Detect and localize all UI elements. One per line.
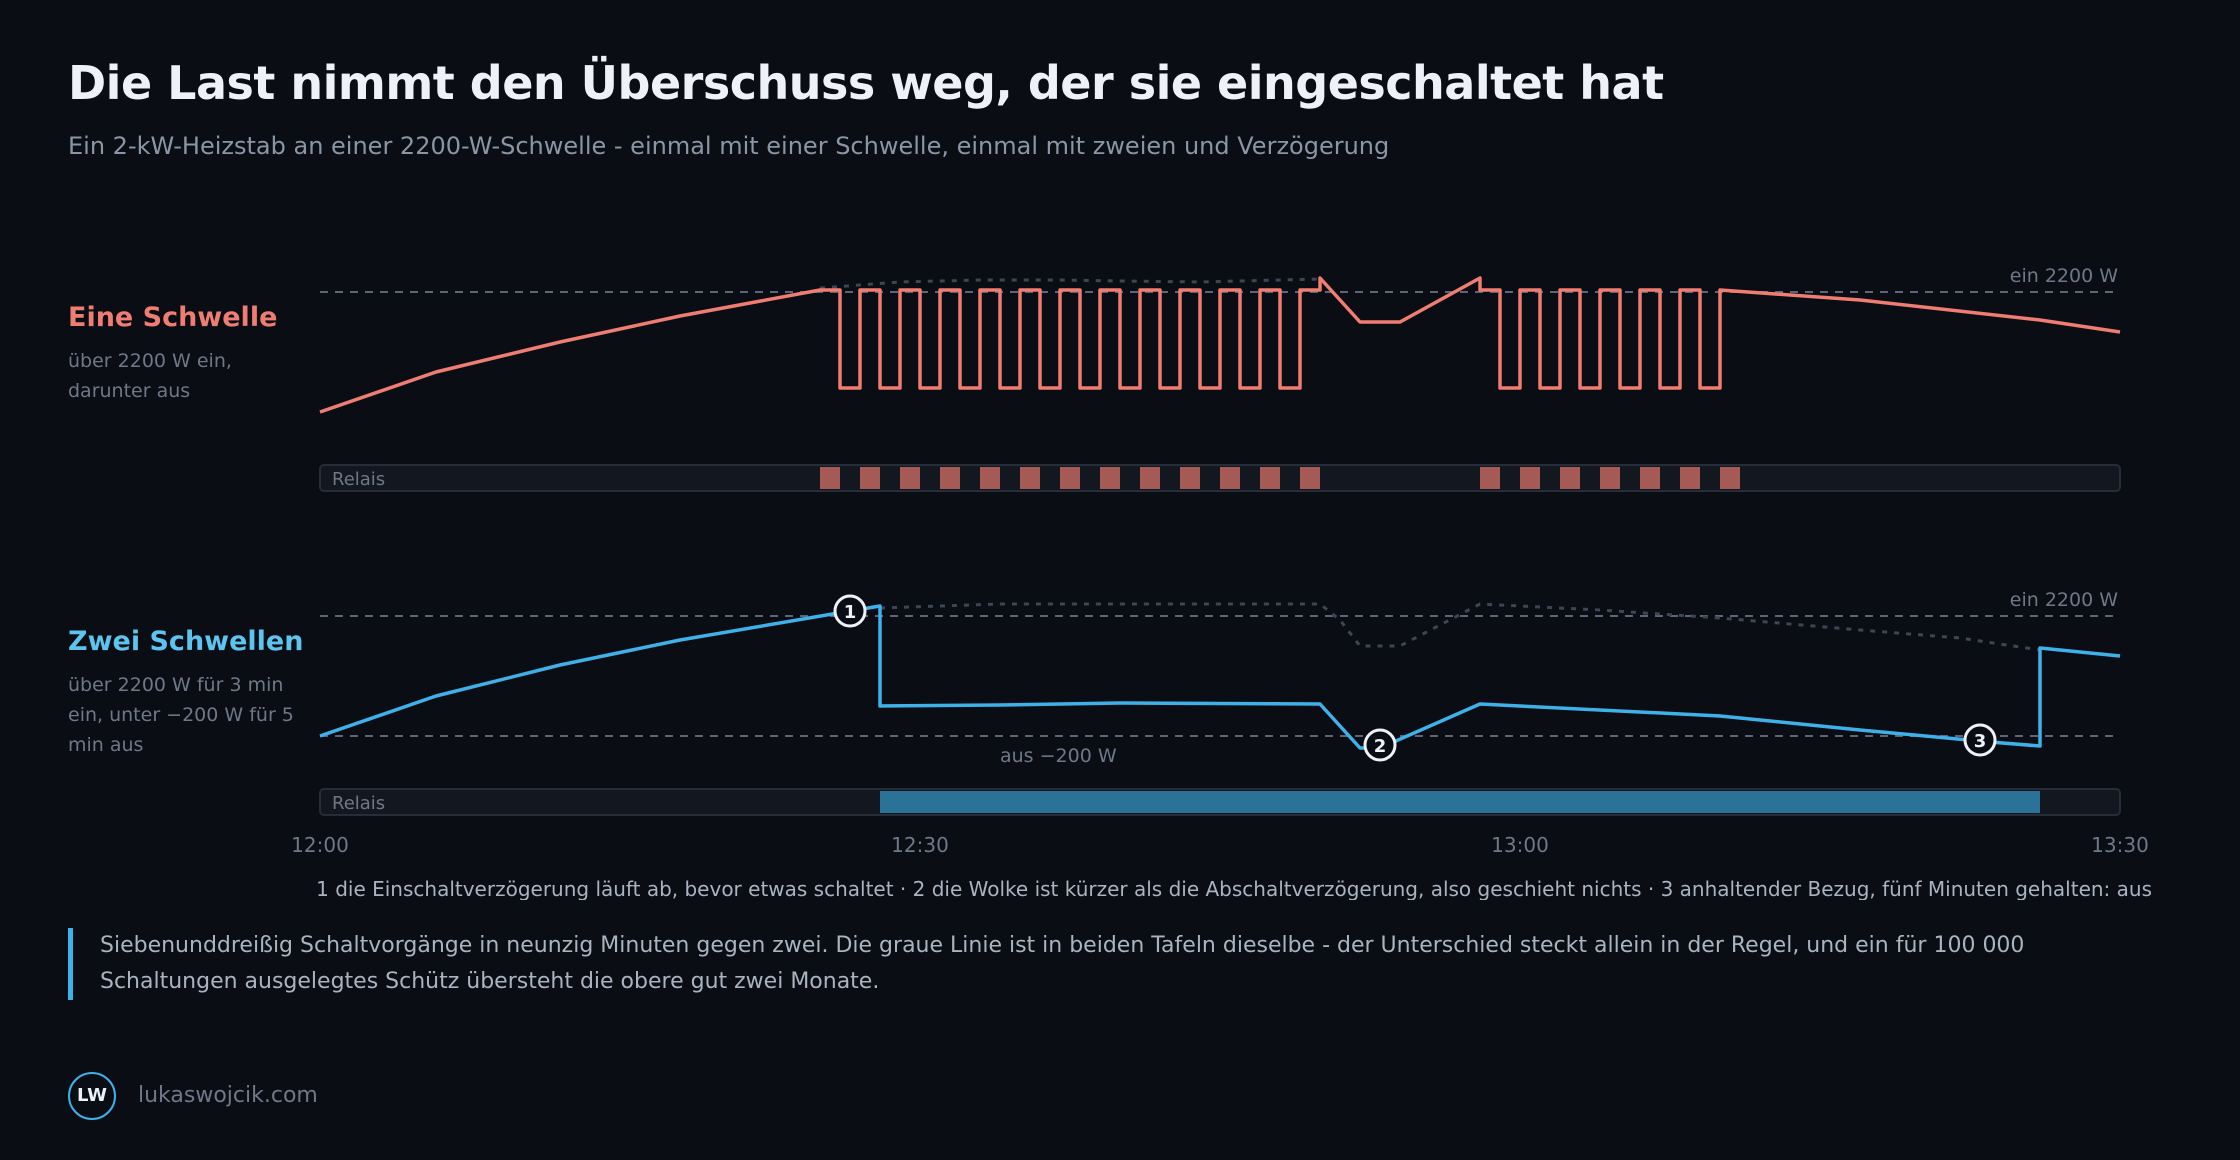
page-title: Die Last nimmt den Überschuss weg, der s… <box>68 56 1664 110</box>
panel-desc-one-threshold: über 2200 W ein, darunter aus <box>68 350 232 402</box>
annotation-marker <box>1363 728 1397 762</box>
annotation-number: 2 <box>1374 736 1387 757</box>
relay-on-bar <box>1680 467 1700 489</box>
relay-on-bar <box>1520 467 1540 489</box>
load-line-one-threshold <box>319 276 2121 414</box>
x-tick-label: 13:00 <box>1491 833 1549 857</box>
relay-on-bar <box>940 467 960 489</box>
annotations: 1 2 3 <box>833 594 1997 762</box>
relay-on-bar <box>1060 467 1080 489</box>
relay-on-bar <box>820 467 840 489</box>
relay-on-bar <box>1100 467 1120 489</box>
annotation-marker <box>833 594 867 628</box>
x-axis: 12:00 12:30 13:00 13:30 <box>291 833 2149 857</box>
relay-bars-2 <box>880 791 2040 813</box>
relay-on-bar <box>1140 467 1160 489</box>
page-subtitle: Ein 2-kW-Heizstab an einer 2200-W-Schwel… <box>68 132 1390 160</box>
panel-two-thresholds: ein 2200 W aus −200 W Relais 1 2 3 <box>319 589 2121 816</box>
panel-label-one-threshold: Eine Schwelle <box>68 302 278 333</box>
panel-one-threshold: ein 2200 W Relais <box>319 265 2121 492</box>
surplus-grey-line-2 <box>879 602 2041 652</box>
surplus-grey-line-1 <box>819 277 1321 290</box>
threshold-on-label-2: ein 2200 W <box>2010 589 2118 611</box>
chart: ein 2200 W Relais ein 2200 W aus −200 W … <box>291 265 2152 900</box>
relay-on-bar <box>1020 467 1040 489</box>
relay-on-bar <box>1180 467 1200 489</box>
relay-on-bar <box>1640 467 1660 489</box>
relay-on-bar <box>980 467 1000 489</box>
relay-on-bar <box>1560 467 1580 489</box>
relay-label-1: Relais <box>332 469 385 490</box>
annotation-marker <box>1963 723 1997 757</box>
relay-on-bar <box>1600 467 1620 489</box>
relay-on-bar <box>880 791 2040 813</box>
note-callout: Siebenunddreißig Schaltvorgänge in neunz… <box>68 928 2148 1000</box>
x-tick-label: 13:30 <box>2091 833 2149 857</box>
relay-on-bar <box>1260 467 1280 489</box>
relay-on-bar <box>1220 467 1240 489</box>
chart-footnote: 1 die Einschaltverzögerung läuft ab, bev… <box>316 877 2152 900</box>
annotation-number: 1 <box>844 602 857 623</box>
relay-bars-1 <box>820 467 1740 489</box>
site-link[interactable]: lukaswojcik.com <box>138 1083 318 1108</box>
panel-label-two-thresholds: Zwei Schwellen <box>68 626 304 657</box>
x-tick-label: 12:30 <box>891 833 949 857</box>
relay-on-bar <box>860 467 880 489</box>
annotation-number: 3 <box>1974 731 1987 752</box>
relay-label-2: Relais <box>332 793 385 814</box>
panel-desc-two-thresholds: über 2200 W für 3 min ein, unter −200 W … <box>68 674 294 756</box>
relay-on-bar <box>900 467 920 489</box>
relay-on-bar <box>1300 467 1320 489</box>
load-line-two-thresholds <box>319 604 2121 750</box>
relay-on-bar <box>1480 467 1500 489</box>
threshold-off-label-2: aus −200 W <box>1000 745 1117 767</box>
relay-on-bar <box>1720 467 1740 489</box>
logo-badge[interactable]: LW <box>68 1072 116 1120</box>
threshold-on-label-1: ein 2200 W <box>2010 265 2118 287</box>
x-tick-label: 12:00 <box>291 833 349 857</box>
